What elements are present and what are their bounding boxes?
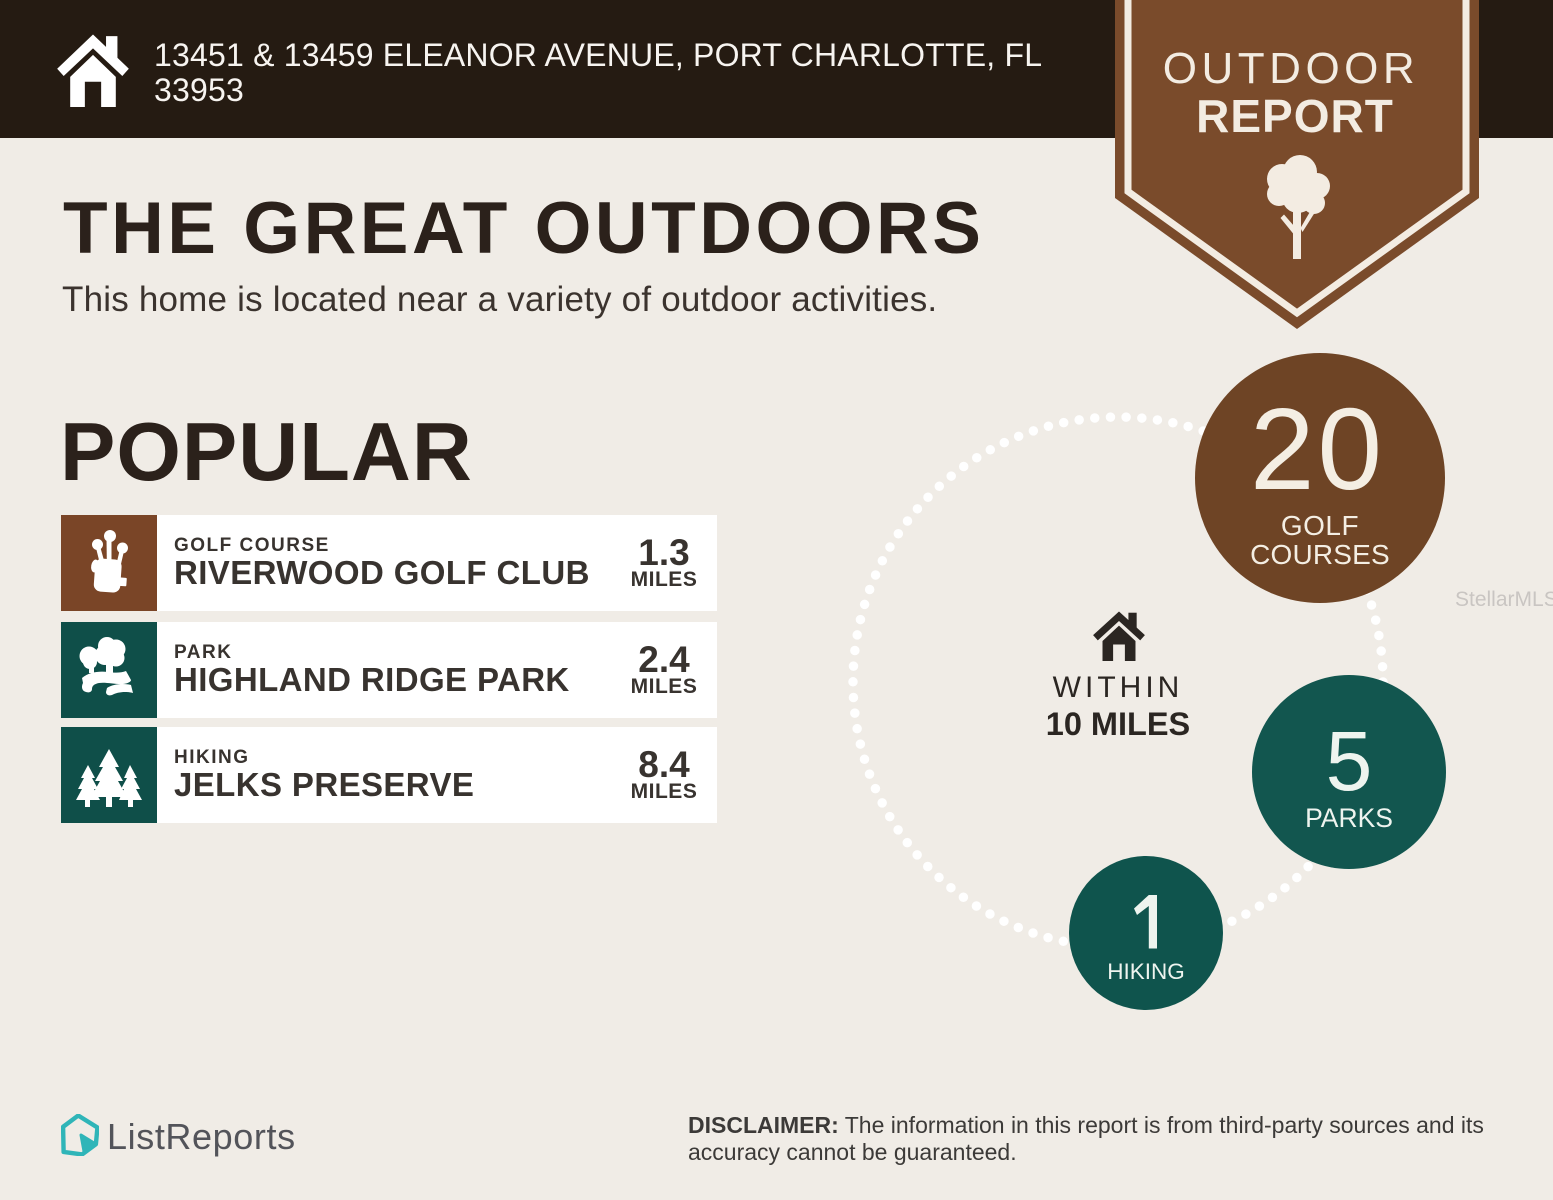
svg-text:REPORT: REPORT [1196,90,1394,142]
svg-text:OUTDOOR: OUTDOOR [1163,44,1419,93]
